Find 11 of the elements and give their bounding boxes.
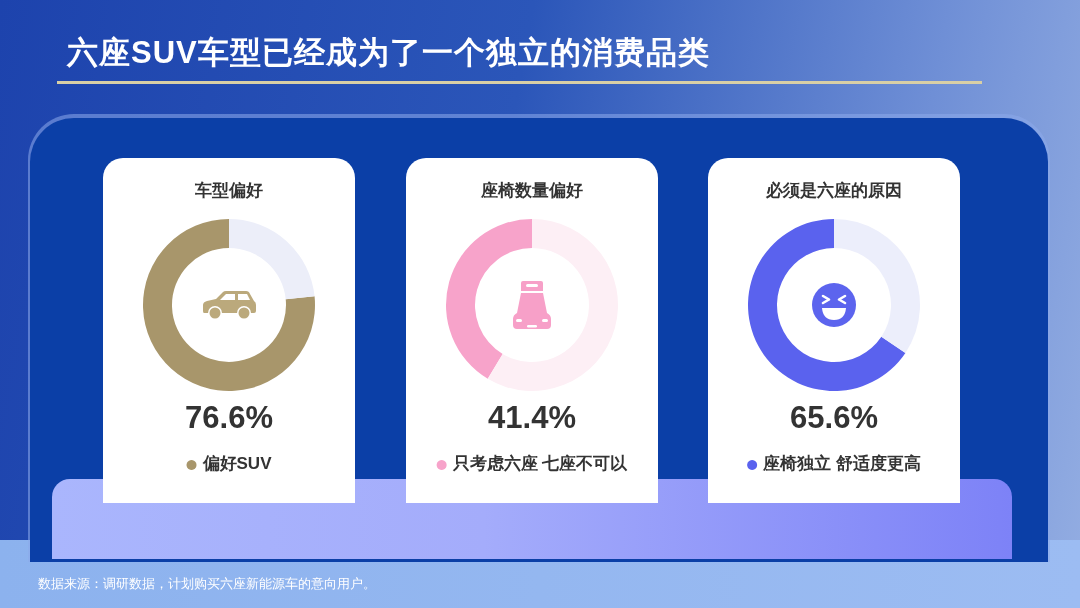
text: 六座SUV车型已经成为了一个独立的消费品类 (67, 34, 710, 72)
data-label: 65.6% (790, 400, 878, 435)
data-label: 76.6% (185, 400, 273, 435)
data-label: 41.4% (487, 400, 576, 435)
source-note: 数据来源：调研数据，计划购买六座新能源车的意向用户。 (38, 576, 377, 593)
chart-title: 车型偏好 (194, 181, 263, 200)
chart-title: 座椅数量偏好 (479, 181, 583, 200)
legend-label: 座椅独立 舒适度更高 (762, 454, 921, 473)
legend-label: 偏好SUV (201, 454, 273, 473)
chart-title: 必须是六座的原因 (765, 181, 902, 200)
legend-label: 只考虑六座 七座不可以 (451, 454, 628, 473)
